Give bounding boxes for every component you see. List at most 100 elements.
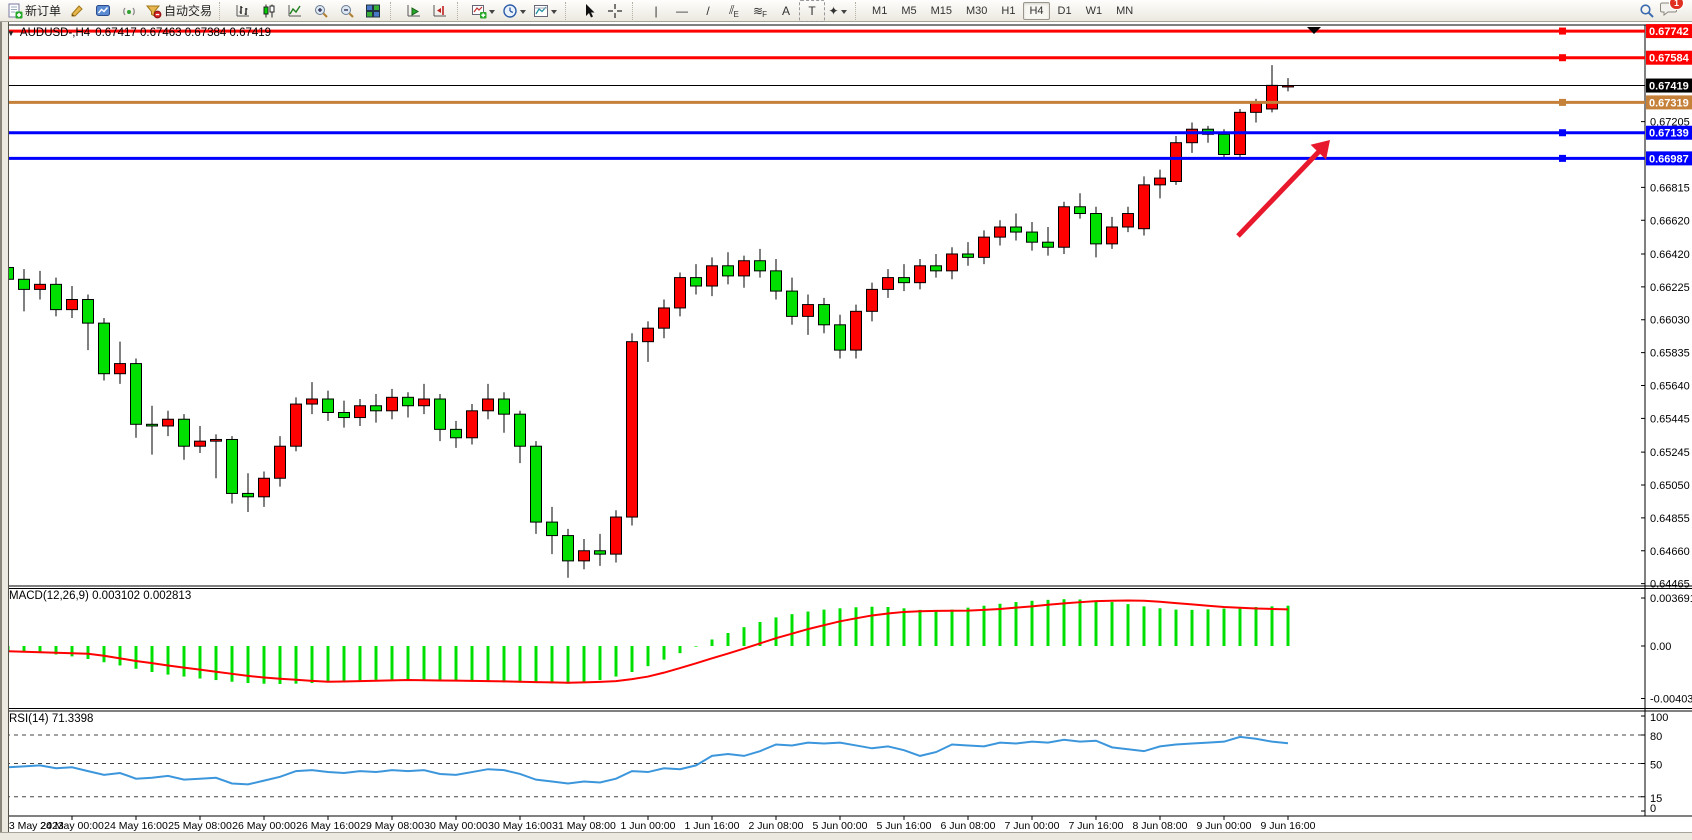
- terminal-icon: [96, 4, 111, 16]
- arrow-head[interactable]: [1310, 140, 1330, 160]
- candle-up: [914, 265, 926, 284]
- zoom-out-button[interactable]: [334, 0, 360, 22]
- price-axis-ticks: 0.67205 0.66815 0.66620 0.66420 0.66225 0.660…: [1641, 117, 1690, 591]
- candle-down: [18, 278, 30, 290]
- timeframe-button-m30[interactable]: M30: [966, 4, 988, 17]
- toolbar-separator: [219, 1, 227, 20]
- candle-down: [98, 322, 110, 375]
- line-chart-icon: [288, 4, 302, 16]
- dropdown-arrow-icon: [489, 9, 496, 17]
- cursor-tool-button[interactable]: [576, 0, 602, 22]
- price-tick-label: 0.66030: [1650, 315, 1690, 327]
- price-tick-label: 0.65245: [1650, 447, 1690, 459]
- timeframe-button-h4[interactable]: H4: [1023, 1, 1050, 20]
- candle-up: [66, 299, 78, 311]
- candle-down: [1074, 206, 1086, 215]
- time-label: 30 May 00:00: [424, 820, 488, 832]
- bar-chart-icon: [236, 4, 250, 16]
- vertical-line-tool-button[interactable]: |: [643, 0, 669, 22]
- candle-up: [674, 277, 686, 309]
- time-label: 26 May 16:00: [296, 820, 360, 832]
- price-badge-label: 0.67139: [1649, 128, 1689, 140]
- candle-chart-mode-button[interactable]: [256, 0, 282, 22]
- timeframe-button-d1[interactable]: D1: [1057, 4, 1072, 17]
- time-label: 29 May 08:00: [360, 820, 424, 832]
- horizontal-line-tool-button[interactable]: —: [669, 0, 695, 22]
- level-line-handle[interactable]: [1559, 27, 1566, 35]
- candle-chart-icon: [263, 4, 275, 17]
- text-tool-icon: A: [782, 3, 791, 18]
- price-tick-label: 0.66815: [1650, 182, 1690, 194]
- templates-button[interactable]: [530, 0, 561, 22]
- indicators-button[interactable]: [468, 0, 499, 22]
- chart-menu-icon[interactable]: ▼: [7, 28, 15, 38]
- timeframe-button-m15[interactable]: M15: [930, 4, 952, 17]
- new-order-button[interactable]: 新订单: [4, 0, 64, 22]
- bar-chart-mode-button[interactable]: [230, 0, 256, 22]
- timeframe-button-mn[interactable]: MN: [1116, 4, 1134, 17]
- level-line-handle[interactable]: [1559, 54, 1566, 62]
- text-label-tool-button[interactable]: T: [799, 0, 826, 22]
- level-line-handle[interactable]: [1559, 129, 1566, 137]
- macd-scale-label: -0.004037: [1650, 693, 1692, 705]
- price-badge: [1646, 24, 1692, 39]
- fibonacci-tool-button[interactable]: ≋ F: [747, 0, 773, 22]
- price-badge: [1646, 151, 1692, 166]
- chat-button[interactable]: 1: [1660, 0, 1684, 21]
- time-label: 7 Jun 00:00: [1005, 820, 1060, 832]
- crosshair-icon: [608, 3, 623, 18]
- time-label: 23 May 2023: [3, 820, 64, 832]
- auto-scroll-button[interactable]: [401, 0, 427, 22]
- candle-down: [1218, 133, 1230, 156]
- price-badge: [1646, 78, 1692, 93]
- candle-down: [1010, 226, 1022, 233]
- autotrading-button[interactable]: 自动交易: [142, 0, 215, 22]
- candle-down: [546, 521, 558, 537]
- zoom-in-button[interactable]: [308, 0, 334, 22]
- candle-up: [354, 405, 366, 419]
- price-tick-label: 0.66225: [1650, 282, 1690, 294]
- window-left-border[interactable]: [0, 22, 9, 833]
- trendline-tool-button[interactable]: /: [695, 0, 721, 22]
- terminal-button[interactable]: [90, 0, 116, 22]
- time-label: 24 May 16:00: [104, 820, 168, 832]
- candle-down: [450, 428, 462, 439]
- line-chart-mode-button[interactable]: [282, 0, 308, 22]
- candle-up: [802, 304, 814, 317]
- signals-button[interactable]: [116, 0, 142, 22]
- crosshair-tool-button[interactable]: [602, 0, 628, 22]
- search-button[interactable]: [1634, 0, 1660, 22]
- shapes-tool-button[interactable]: ✦: [825, 0, 851, 22]
- channel-tool-button[interactable]: ⫽ E: [721, 0, 747, 22]
- shapes-icon: ✦: [828, 3, 839, 18]
- timeframe-button-w1[interactable]: W1: [1085, 4, 1103, 17]
- candle-down: [402, 396, 414, 407]
- timeframe-button-h1[interactable]: H1: [1001, 4, 1016, 17]
- metaeditor-button[interactable]: [64, 0, 90, 22]
- candle-down: [226, 438, 238, 494]
- tile-windows-button[interactable]: [360, 0, 386, 22]
- level-line-handle[interactable]: [1559, 154, 1566, 162]
- chart-shift-button[interactable]: [427, 0, 453, 22]
- candle-up: [626, 341, 638, 518]
- candle-up: [1106, 226, 1118, 245]
- level-line-handle[interactable]: [1559, 98, 1566, 106]
- timeframe-button-m1[interactable]: M1: [872, 4, 888, 17]
- candle-down: [962, 253, 974, 258]
- candle-up: [866, 288, 878, 312]
- price-tick-label: 0.64660: [1650, 546, 1690, 558]
- candle-down: [1090, 213, 1102, 245]
- chart-shift-marker[interactable]: [1307, 27, 1321, 34]
- autotrading-label: 自动交易: [164, 4, 213, 18]
- toolbar-separator: [632, 1, 640, 20]
- candle-down: [130, 363, 142, 425]
- text-tool-button[interactable]: A: [773, 0, 799, 22]
- periods-button[interactable]: [499, 0, 530, 22]
- candle-up: [34, 283, 46, 290]
- arrow-shaft[interactable]: [1236, 148, 1323, 238]
- candle-down: [322, 398, 334, 413]
- timeframe-button-m5[interactable]: M5: [901, 4, 917, 17]
- annotation-arrow[interactable]: [1236, 140, 1330, 238]
- candle-down: [50, 283, 62, 311]
